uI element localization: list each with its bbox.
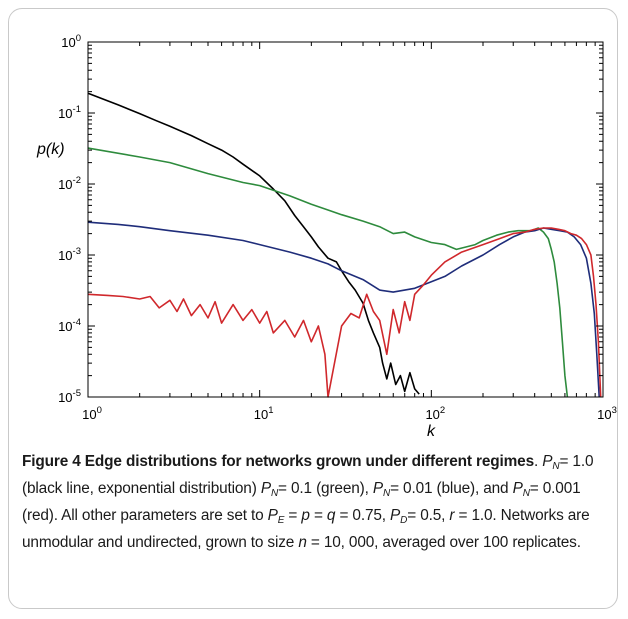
tick-labels: 100 101 102 103 100 10-1 10-2 10-3 10-4 10-5 — [58, 33, 617, 422]
series-layer — [87, 92, 602, 398]
math-variable: n — [298, 534, 307, 551]
edge-distribution-chart: 100 101 102 103 100 10-1 10-2 10-3 10-4 10-5 p(k)… — [36, 33, 617, 440]
y-tick-label: 10-3 — [58, 246, 81, 263]
caption-title: Figure 4 Edge distributions for networks… — [22, 453, 534, 470]
math-subscript: N — [270, 488, 279, 499]
math-subscript: N — [552, 461, 560, 472]
ticks-layer — [87, 41, 604, 398]
math-variable: P — [372, 480, 384, 497]
x-tick-label: 103 — [597, 405, 617, 422]
y-tick-label: 10-1 — [58, 104, 81, 121]
x-tick-label: 101 — [254, 405, 274, 422]
x-tick-label: 100 — [82, 405, 102, 422]
math-variable: q — [326, 507, 336, 524]
math-subscript: D — [400, 515, 408, 526]
figure-frame — [8, 8, 618, 609]
math-variable: P — [267, 507, 278, 524]
math-variable: r — [449, 507, 455, 524]
math-variable: p — [301, 507, 310, 524]
math-variable: P — [512, 480, 523, 497]
math-variable: P — [542, 453, 553, 470]
y-axis-label: p(k) — [36, 141, 65, 158]
series-line-1 — [87, 92, 420, 395]
series-line-4 — [87, 227, 602, 398]
x-tick-label: 102 — [425, 405, 445, 422]
y-tick-label: 10-2 — [58, 175, 81, 192]
series-line-2 — [87, 147, 569, 398]
x-axis-label: k — [427, 423, 436, 440]
math-variable: P — [260, 480, 271, 497]
plot-area — [87, 41, 604, 398]
math-subscript: N — [522, 488, 530, 499]
math-subscript: E — [277, 515, 285, 526]
y-tick-label: 10-5 — [58, 388, 81, 405]
y-tick-label: 10-4 — [58, 317, 81, 334]
series-line-3 — [87, 221, 600, 398]
figure-caption: Figure 4 Edge distributions for networks… — [22, 448, 614, 556]
y-tick-label: 100 — [61, 33, 81, 50]
math-subscript: N — [383, 488, 391, 499]
math-variable: P — [390, 507, 401, 524]
caption-body: . PN= 1.0 (black line, exponential distr… — [22, 453, 594, 551]
